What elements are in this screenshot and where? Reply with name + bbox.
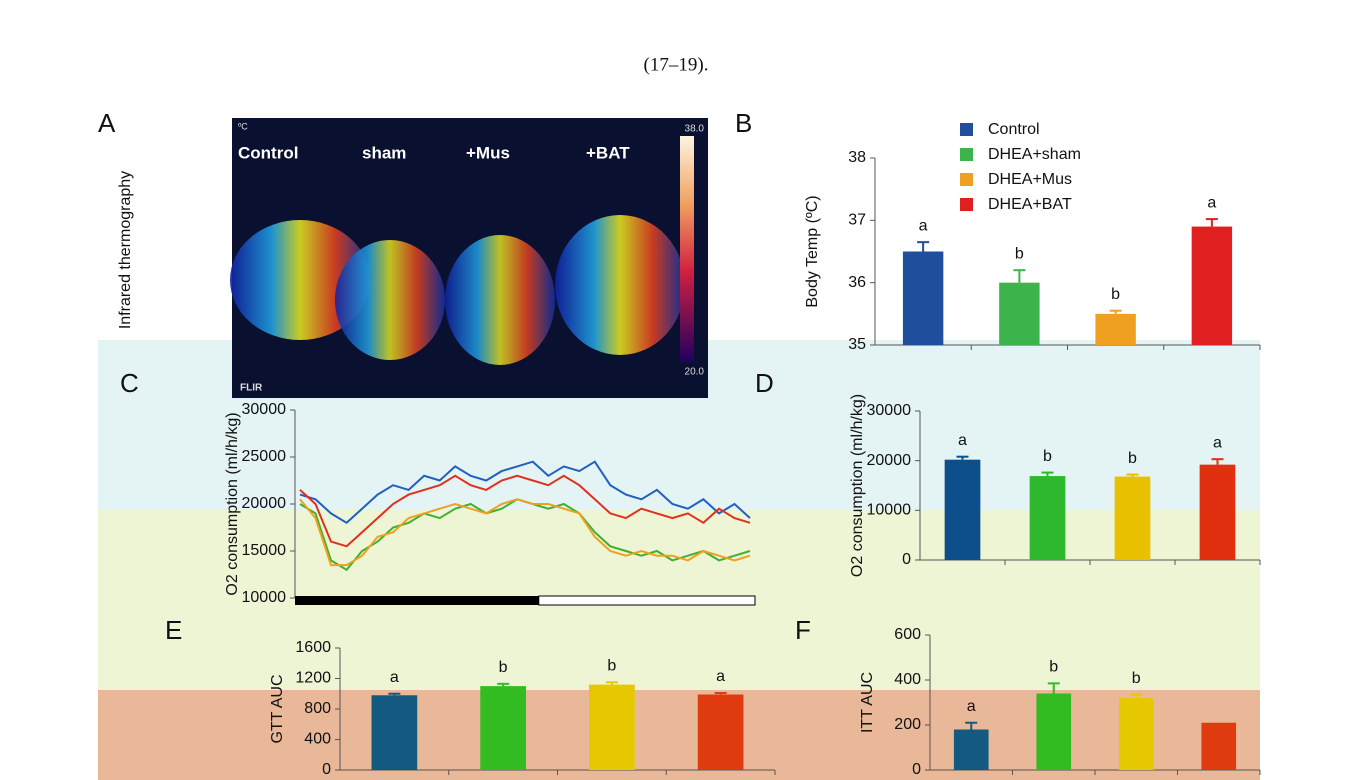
bar	[1118, 698, 1154, 770]
y-tick-label: 30000	[242, 401, 287, 418]
mouse-heat	[230, 220, 370, 340]
y-tick-label: 10000	[242, 589, 287, 606]
panel-letter: F	[795, 615, 811, 645]
bar	[589, 684, 635, 770]
significance-letter: b	[1043, 448, 1052, 465]
y-axis-label: Infrared thermography	[117, 171, 134, 329]
significance-letter: b	[1049, 659, 1058, 676]
legend-label: DHEA+BAT	[988, 196, 1072, 213]
thermo-max: 38.0	[685, 124, 705, 135]
y-tick-label: 15000	[242, 542, 287, 559]
panel-letter: E	[165, 615, 182, 645]
y-axis-label: GTT AUC	[269, 674, 286, 743]
thermo-unit: ºC	[238, 121, 248, 131]
legend-label: Control	[988, 121, 1040, 138]
bar	[1114, 476, 1151, 560]
y-tick-label: 38	[848, 149, 866, 166]
mouse-heat	[445, 235, 555, 365]
significance-letter: b	[1128, 450, 1137, 467]
significance-letter: a	[1207, 194, 1216, 211]
thermo-brand: FLIR	[240, 383, 263, 394]
y-tick-label: 20000	[242, 495, 287, 512]
panel-letter: C	[120, 368, 139, 398]
y-tick-label: 0	[902, 551, 911, 568]
significance-letter: a	[716, 668, 725, 685]
y-axis-label: ITT AUC	[859, 672, 876, 733]
light-phase	[538, 595, 756, 606]
significance-letter: b	[499, 659, 508, 676]
significance-letter: a	[919, 217, 928, 234]
thermo-label: +Mus	[466, 143, 510, 162]
bar	[1029, 476, 1066, 560]
y-tick-label: 10000	[867, 502, 912, 519]
thermo-min: 20.0	[685, 367, 705, 378]
thermo-label: sham	[362, 143, 406, 162]
y-tick-label: 35	[848, 336, 866, 353]
bar	[902, 251, 944, 345]
significance-letter: a	[958, 432, 967, 449]
significance-letter: b	[1132, 670, 1141, 687]
panel-letter: A	[98, 108, 116, 138]
bar	[371, 695, 418, 770]
y-tick-label: 600	[894, 626, 921, 643]
temperature-scale	[680, 136, 694, 362]
series-line	[299, 460, 751, 525]
legend-label: DHEA+sham	[988, 146, 1081, 163]
panel-letter: D	[755, 368, 774, 398]
significance-letter: b	[1015, 245, 1024, 262]
bar	[697, 694, 744, 770]
y-axis-label: O2 consumption (ml/h/kg)	[224, 412, 241, 595]
bar	[1201, 722, 1237, 770]
y-tick-label: 0	[322, 761, 331, 778]
y-tick-label: 36	[848, 274, 866, 291]
y-tick-label: 800	[304, 700, 331, 717]
significance-letter: a	[967, 698, 976, 715]
mouse-heat	[555, 215, 685, 355]
mouse-heat	[335, 240, 445, 360]
bar	[1199, 464, 1236, 560]
y-axis-label: Body Temp (ºC)	[804, 195, 821, 307]
legend-swatch	[960, 173, 973, 186]
legend-swatch	[960, 123, 973, 136]
y-tick-label: 20000	[867, 452, 912, 469]
y-tick-label: 1200	[295, 670, 331, 687]
y-tick-label: 37	[848, 212, 866, 229]
thermo-label: Control	[238, 143, 298, 162]
significance-letter: b	[1111, 286, 1120, 303]
significance-letter: a	[390, 669, 399, 686]
bar	[944, 459, 981, 560]
y-tick-label: 200	[894, 716, 921, 733]
y-tick-label: 0	[912, 761, 921, 778]
y-tick-label: 1600	[295, 639, 331, 656]
legend-swatch	[960, 148, 973, 161]
bar	[953, 729, 989, 770]
y-tick-label: 400	[894, 671, 921, 688]
bar	[999, 282, 1040, 345]
bar	[1095, 313, 1136, 345]
bar	[1036, 693, 1072, 770]
caption-fragment: (17–19).	[644, 54, 709, 75]
dark-phase	[295, 596, 539, 605]
legend-label: DHEA+Mus	[988, 171, 1072, 188]
y-axis-label: O2 consumption (ml/h/kg)	[849, 394, 866, 577]
panel-letter: B	[735, 108, 752, 138]
series-line	[299, 498, 751, 567]
significance-letter: b	[607, 658, 616, 675]
significance-letter: a	[1213, 434, 1222, 451]
bar	[1191, 226, 1233, 345]
legend-swatch	[960, 198, 973, 211]
bar	[480, 686, 526, 770]
y-tick-label: 400	[304, 731, 331, 748]
y-tick-label: 30000	[867, 402, 912, 419]
series-line	[299, 474, 751, 548]
y-tick-label: 25000	[242, 448, 287, 465]
thermo-label: +BAT	[586, 143, 630, 162]
